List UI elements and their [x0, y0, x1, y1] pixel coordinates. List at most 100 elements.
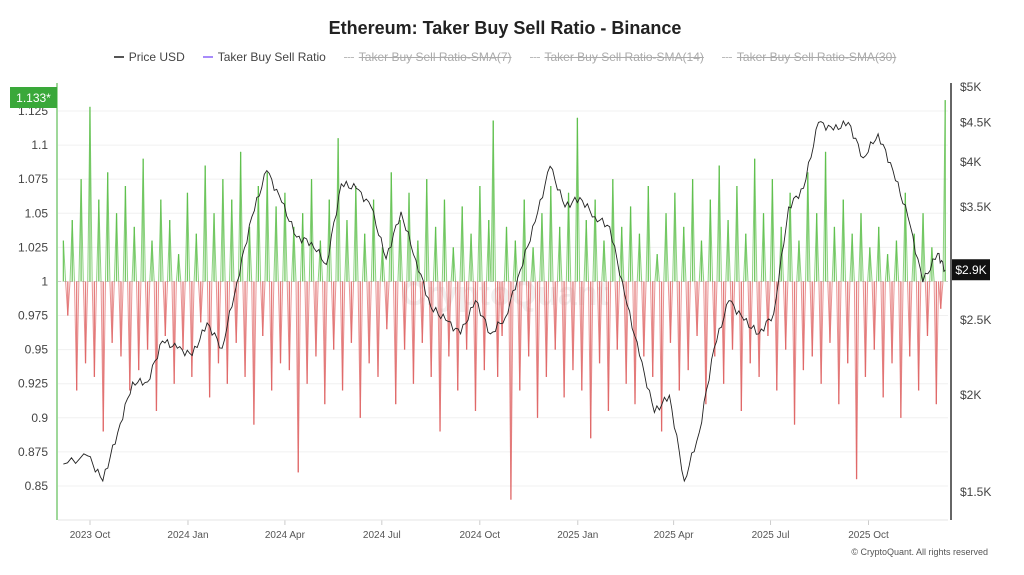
legend-label: Taker Buy Sell Ratio-SMA(30) [736, 50, 897, 64]
ratio-segment [838, 281, 842, 405]
ratio-segment [581, 281, 585, 391]
ratio-segment [568, 192, 572, 282]
ratio-segment [344, 220, 348, 282]
ratio-segment [264, 172, 268, 282]
ratio-segment [678, 281, 683, 391]
ratio-segment [348, 281, 352, 343]
ratio-segment [849, 233, 853, 282]
ratio-segment [650, 281, 654, 377]
ratio-segment [703, 281, 707, 405]
ratio-segment [528, 281, 532, 357]
legend-item-price[interactable]: Price USD [113, 50, 185, 64]
ratio-segment [833, 226, 838, 282]
ratio-segment [876, 226, 880, 282]
ratio-segment [240, 151, 244, 282]
ratio-segment [853, 281, 858, 480]
ratio-segment [158, 199, 162, 282]
ratio-segment [253, 281, 257, 425]
ratio-segment [497, 281, 501, 377]
ratio-segment [326, 199, 330, 282]
ratio-segment [840, 199, 844, 282]
ratio-segment [530, 247, 534, 282]
ratio-segment [459, 206, 463, 282]
ratio-segment [160, 199, 164, 282]
x-tick-label: 2024 Jul [363, 530, 401, 541]
ratio-segment [893, 240, 897, 282]
ratio-segment [116, 213, 120, 282]
ratio-segment [583, 220, 587, 282]
ratio-segment [313, 281, 317, 357]
ratio-segment [432, 226, 437, 282]
ratio-segment [756, 281, 760, 377]
ratio-segment [873, 281, 878, 350]
legend-item-sma7[interactable]: Taker Buy Sell Ratio-SMA(7) [343, 50, 512, 64]
ratio-segment [89, 106, 93, 282]
x-tick-label: 2025 Apr [654, 530, 695, 541]
legend-item-sma30[interactable]: Taker Buy Sell Ratio-SMA(30) [721, 50, 897, 64]
ratio-segment [698, 240, 702, 282]
x-tick-label: 2025 Jan [557, 530, 598, 541]
ratio-segment [740, 281, 745, 412]
ratio-segment [275, 206, 279, 282]
ratio-segment [446, 281, 450, 357]
ratio-segment [596, 281, 601, 364]
ratio-segment [763, 213, 767, 282]
ratio-segment [315, 281, 319, 357]
ratio-segment [415, 240, 419, 282]
legend-label: Price USD [128, 50, 185, 64]
ratio-segment [780, 226, 784, 282]
ratio-segment [147, 281, 151, 350]
x-tick-label: 2025 Jul [752, 530, 790, 541]
legend-swatch [529, 56, 540, 58]
ratio-segment [514, 240, 519, 282]
ratio-segment [257, 185, 262, 282]
ratio-segment [107, 172, 111, 282]
ratio-segment [271, 281, 275, 391]
ratio-segment [692, 179, 696, 282]
right-tick-label: $5K [960, 80, 981, 94]
ratio-segment [246, 226, 250, 282]
ratio-segment [337, 138, 341, 282]
ratio-segment [346, 220, 350, 282]
legend-swatch [202, 56, 213, 58]
ratio-segment [940, 281, 944, 309]
ratio-segment [667, 281, 671, 343]
ratio-segment [302, 213, 306, 282]
ratio-segment [483, 281, 488, 371]
ratio-segment [559, 226, 563, 282]
ratio-segment [537, 281, 541, 418]
ratio-segment [621, 226, 625, 282]
ratio-segment [734, 185, 738, 282]
ratio-segment [129, 281, 133, 391]
legend-item-sma14[interactable]: Taker Buy Sell Ratio-SMA(14) [529, 50, 704, 64]
ratio-segment [729, 281, 733, 350]
ratio-segment [220, 179, 224, 282]
ratio-segment [503, 226, 508, 282]
ratio-segment [508, 281, 512, 500]
right-tick-label: $4.5K [960, 115, 991, 129]
left-tick-label: 1.075 [18, 172, 48, 186]
ratio-segment [510, 281, 514, 500]
ratio-segment [184, 192, 188, 282]
ratio-segment [448, 281, 452, 357]
ratio-segment [138, 281, 142, 371]
ratio-segment [102, 281, 106, 432]
ratio-segment [339, 281, 344, 391]
ratio-segment [395, 281, 399, 405]
ratio-segment [390, 172, 395, 282]
ratio-segment [215, 281, 219, 364]
ratio-segment [610, 179, 614, 282]
ratio-segment [149, 240, 153, 282]
ratio-segment [519, 281, 523, 391]
right-tick-label: $2K [960, 388, 981, 402]
ratio-segment [731, 281, 736, 350]
x-tick-label: 2025 Oct [848, 530, 889, 541]
ratio-segment [357, 281, 361, 418]
ratio-segment [776, 281, 780, 391]
legend: Price USD Taker Buy Sell Ratio Taker Buy… [0, 50, 1010, 64]
ratio-segment [286, 281, 290, 371]
legend-item-ratio[interactable]: Taker Buy Sell Ratio [202, 50, 326, 64]
ratio-segment [386, 281, 390, 330]
ratio-segment [847, 281, 851, 364]
ratio-segment [273, 206, 277, 282]
